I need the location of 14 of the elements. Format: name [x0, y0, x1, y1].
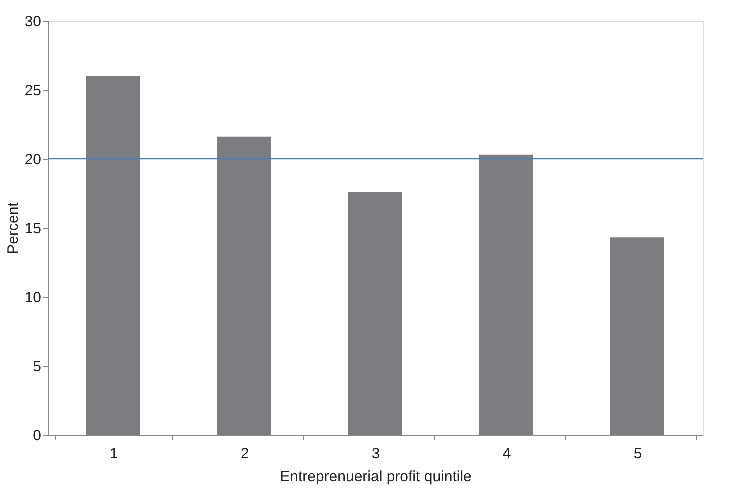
x-tick-label: 4 [502, 446, 512, 462]
y-tick-label: 0 [33, 428, 42, 444]
y-tick-label: 20 [24, 152, 42, 168]
x-tick-label: 2 [240, 446, 250, 462]
y-tick-label: 5 [33, 358, 42, 376]
x-axis-title: Entreprenuerial profit quintile [280, 468, 472, 486]
y-tick-label: 30 [24, 14, 42, 30]
y-tick-label: 10 [24, 290, 42, 306]
y-tick-label: 15 [24, 220, 42, 238]
y-tick-label: 25 [24, 82, 42, 100]
y-axis-title: Percent [4, 202, 22, 254]
x-tick-label: 3 [372, 446, 380, 462]
x-tick-label: 1 [110, 446, 118, 462]
x-tick-label: 5 [634, 446, 642, 462]
